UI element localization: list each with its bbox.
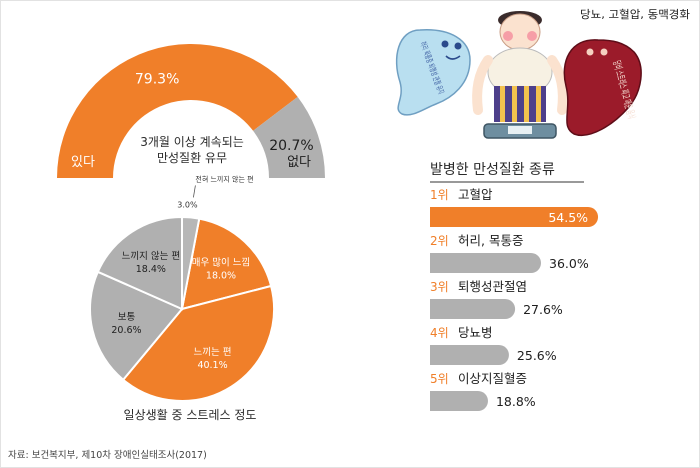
donut-category-label: 있다	[71, 155, 95, 170]
bar-left-cap	[430, 345, 440, 365]
bar-category-label: 퇴행성관절염	[458, 279, 527, 294]
donut-slice-no	[253, 96, 325, 178]
pie-slice	[181, 215, 201, 310]
bar-rank: 4위	[430, 326, 449, 340]
bar	[430, 253, 541, 273]
donut-value-label: 79.3%	[135, 72, 179, 88]
blue-ghost-illustration: 허리 목통증 퇴행성 관절 유지	[395, 29, 471, 116]
bar-left-cap	[430, 207, 440, 227]
pie-slice	[180, 217, 273, 311]
bar-value-label: 36.0%	[549, 256, 589, 271]
pie-value-label: 3.0%	[177, 200, 198, 209]
pie-leader-line	[193, 185, 196, 198]
red-ghost-illustration: 당비 스트레스 짜고 매운 음식	[563, 39, 642, 136]
bar	[430, 299, 516, 319]
bar	[430, 207, 599, 227]
pie-value-label: 18.4%	[136, 264, 166, 275]
pie-category-label: 느끼지 않는 편	[122, 250, 180, 262]
bar-value-label: 54.5%	[548, 210, 588, 225]
pie-value-label: 18.0%	[206, 270, 236, 281]
bar-rank: 5위	[430, 372, 449, 386]
bar-left-cap	[430, 253, 440, 273]
pie-category-label: 전혀 느끼지 않는 편	[195, 174, 253, 183]
bar	[430, 391, 488, 411]
bar-category-label: 당뇨병	[458, 325, 493, 340]
bar	[430, 345, 509, 365]
bar-value-label: 25.6%	[517, 348, 557, 363]
bar-rank: 2위	[430, 234, 449, 248]
bar-rank: 1위	[430, 188, 449, 202]
bar-rank: 3위	[430, 280, 449, 294]
pie-slice	[89, 270, 184, 382]
bar-category-label: 고혈압	[458, 187, 493, 202]
pie-category-label: 느끼는 편	[194, 346, 232, 358]
pie-value-label: 20.6%	[111, 325, 141, 336]
pie-category-label: 매우 많이 느낌	[192, 256, 250, 268]
donut-slice-yes	[57, 43, 298, 179]
pie-slice	[121, 284, 275, 402]
bar-value-label: 18.8%	[496, 394, 536, 409]
donut-title-line-1: 3개월 이상 계속되는	[140, 135, 244, 149]
pie-title: 일상생활 중 스트레스 정도	[124, 408, 257, 422]
source-note: 자료: 보건복지부, 제10차 장애인실태조사(2017)	[8, 450, 207, 461]
pie-category-label: 보통	[118, 312, 136, 323]
donut-value-label: 20.7%	[269, 138, 313, 154]
illustration-note: 당뇨, 고혈압, 동맥경화	[580, 7, 690, 21]
person-illustration	[472, 11, 568, 139]
donut-category-label: 없다	[287, 155, 311, 170]
bar-value-label: 27.6%	[523, 302, 563, 317]
pie-slice	[96, 215, 183, 311]
pie-value-label: 40.1%	[197, 360, 227, 371]
bar-left-cap	[430, 299, 440, 319]
bar-category-label: 허리, 목통증	[458, 233, 523, 248]
bar-chart-title: 발병한 만성질환 종류	[430, 162, 555, 178]
bar-category-label: 이상지질혈증	[458, 371, 527, 386]
donut-title-line-2: 만성질환 유무	[157, 151, 227, 165]
bar-left-cap	[430, 391, 440, 411]
